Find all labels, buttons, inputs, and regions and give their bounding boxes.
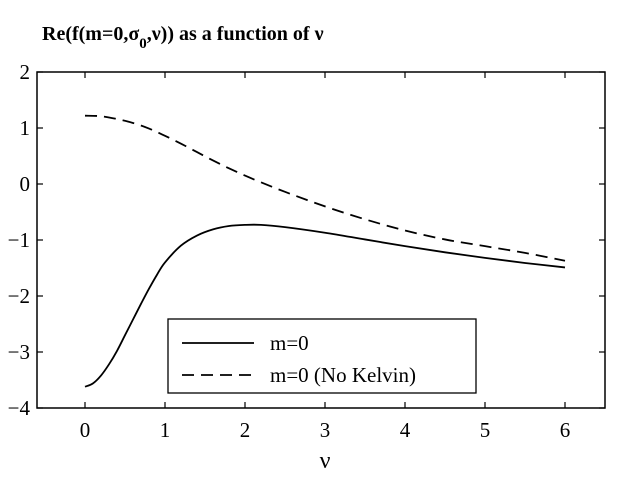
x-axis-title: ν	[320, 448, 331, 474]
x-tick-label: 0	[80, 418, 91, 442]
x-tick-label: 3	[320, 418, 331, 442]
legend-box	[167, 318, 477, 394]
axis-ticks: 0 1 2 3 4 5 6 2 1 0 −1 −2 −3 −4	[8, 60, 605, 442]
y-tick-label: 0	[20, 172, 31, 196]
legend-label: m=0 (No Kelvin)	[270, 363, 416, 387]
legend-label: m=0	[270, 331, 309, 355]
x-tick-label: 4	[400, 418, 411, 442]
x-tick-label: 2	[240, 418, 251, 442]
x-tick-label: 6	[560, 418, 571, 442]
x-tick-label: 5	[480, 418, 491, 442]
series-line-no-kelvin	[84, 114, 566, 262]
y-tick-label: 2	[20, 60, 31, 84]
chart-title: Re(f(m=0,σ0,ν)) as a function of ν	[42, 23, 324, 52]
series-layer	[84, 114, 566, 388]
y-tick-label: −1	[8, 228, 30, 252]
y-tick-label: −3	[8, 340, 30, 364]
y-tick-label: −2	[8, 284, 30, 308]
x-tick-label: 1	[160, 418, 171, 442]
legend: m=0 m=0 (No Kelvin)	[167, 318, 477, 394]
y-tick-label: −4	[8, 396, 31, 420]
y-tick-label: 1	[20, 116, 31, 140]
series-line-m0	[84, 223, 566, 388]
